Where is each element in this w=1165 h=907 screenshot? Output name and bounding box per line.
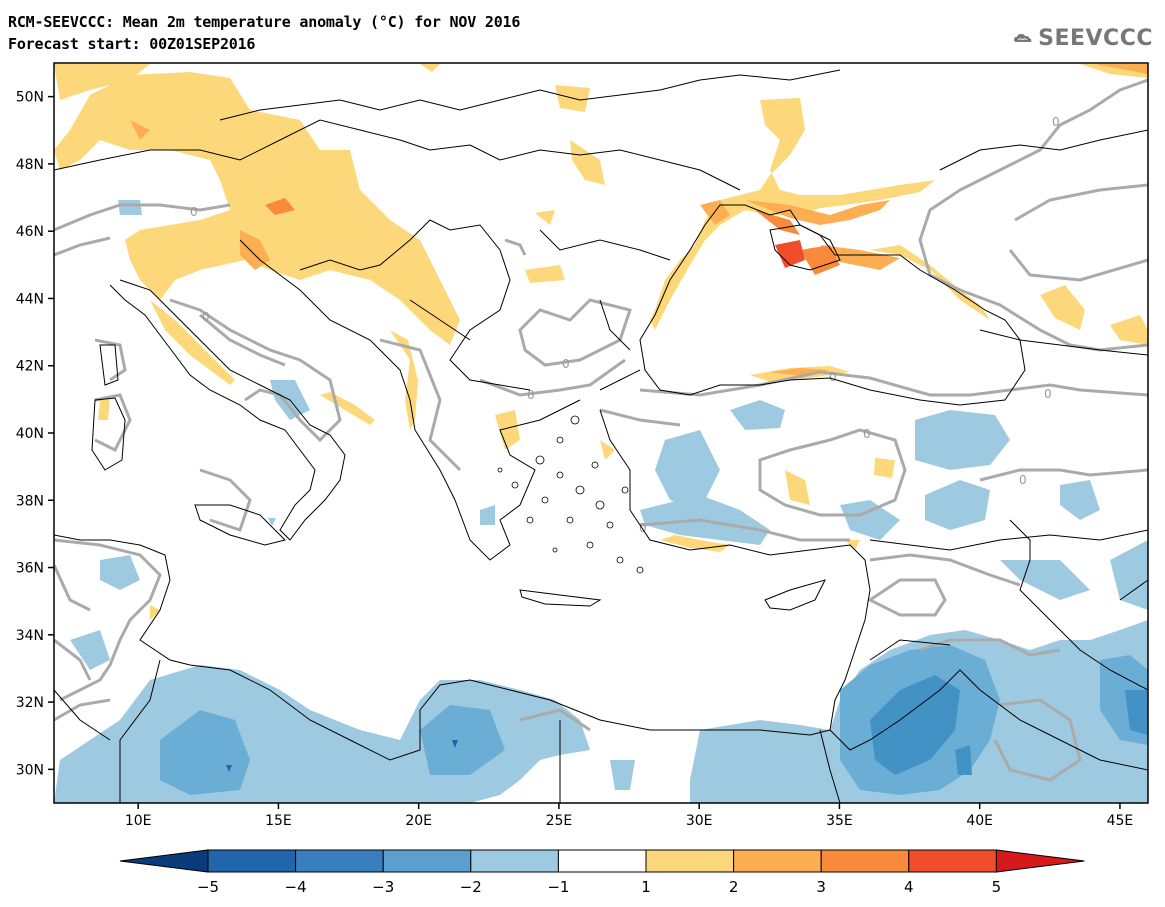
cool-anomaly-areas-3	[870, 675, 1148, 775]
longitude-label: 35E	[826, 813, 853, 829]
cloud-icon	[1014, 33, 1032, 43]
latitude-label: 38N	[16, 493, 44, 509]
colorbar-segment	[908, 849, 997, 873]
contour-label: 0	[562, 357, 570, 371]
colorbar-tick-label: −1	[547, 878, 569, 896]
cool-anomaly-core	[226, 740, 458, 772]
longitude-label: 40E	[966, 813, 993, 829]
colorbar-segment	[295, 849, 384, 873]
longitude-label: 20E	[405, 813, 432, 829]
contour-label: 0	[1019, 473, 1027, 487]
coastlines-and-borders	[54, 69, 1148, 803]
latitude-label: 50N	[16, 90, 44, 106]
contour-label: 0	[190, 205, 198, 219]
colorbar-low-extension	[119, 849, 209, 873]
latitude-label: 36N	[16, 561, 44, 577]
latitude-label: 48N	[16, 157, 44, 173]
longitude-axis: 10E 15E 20E 25E 30E 35E 40E 45E	[125, 803, 1133, 829]
longitude-label: 25E	[546, 813, 573, 829]
latitude-label: 32N	[16, 695, 44, 711]
aegean-islands	[497, 415, 644, 574]
longitude-label: 30E	[686, 813, 713, 829]
contour-label: 0	[863, 427, 871, 441]
colorbar-tick-label: −5	[197, 878, 219, 896]
seevccc-logo: SEEVCCC	[1013, 20, 1153, 56]
colorbar-high-extension	[995, 849, 1085, 873]
warm-anomaly-areas-3	[265, 198, 840, 275]
warm-anomaly-areas	[54, 64, 1148, 620]
zero-anomaly-contours	[54, 78, 1148, 782]
shaded-anomaly-layer: 0 0 0 0 0 0 0 0 0 0	[54, 64, 1148, 803]
contour-labels: 0 0 0 0 0 0 0 0 0 0	[190, 115, 1060, 535]
latitude-axis: 50N 48N 46N 44N 42N 40N 38N 36N 34N 32N 30N	[16, 90, 54, 778]
map-title: RCM-SEEVCCC: Mean 2m temperature anomaly…	[8, 13, 521, 31]
colorbar-tick-label: 4	[904, 878, 914, 896]
contour-label: 0	[639, 521, 647, 535]
logo-text: SEEVCCC	[1038, 25, 1153, 51]
contour-label: 0	[1044, 387, 1052, 401]
colorbar-segment	[557, 849, 647, 873]
colorbar-tick-label: −3	[372, 878, 394, 896]
colorbar-tick-label: 1	[641, 878, 651, 896]
latitude-label: 44N	[16, 291, 44, 307]
longitude-label: 15E	[265, 813, 292, 829]
colorbar-segment	[470, 849, 559, 873]
colorbar-segment	[820, 849, 910, 873]
colorbar-segment	[207, 849, 297, 873]
warm-anomaly-areas-4	[775, 240, 805, 268]
forecast-start-subtitle: Forecast start: 00Z01SEP2016	[8, 35, 256, 53]
latitude-label: 30N	[16, 762, 44, 778]
colorbar-tick-label: 5	[992, 878, 1002, 896]
colorbar-tick-label: −2	[460, 878, 482, 896]
latitude-label: 34N	[16, 628, 44, 644]
colorbar-segment	[733, 849, 822, 873]
colorbar: −5 −4 −3 −2 −1 1 2 3 4 5	[119, 849, 1085, 896]
colorbar-segment	[645, 849, 735, 873]
colorbar-tick-label: −4	[285, 878, 307, 896]
colorbar-tick-label: 2	[729, 878, 739, 896]
colorbar-segment	[382, 849, 472, 873]
warm-anomaly-areas-2	[130, 64, 1148, 376]
latitude-label: 46N	[16, 224, 44, 240]
colorbar-tick-label: 3	[816, 878, 826, 896]
contour-label: 0	[829, 370, 837, 384]
latitude-label: 42N	[16, 359, 44, 375]
contour-label: 0	[527, 388, 535, 402]
contour-label: 0	[202, 310, 210, 324]
longitude-label: 45E	[1107, 813, 1134, 829]
contour-label: 0	[1052, 115, 1060, 129]
longitude-label: 10E	[125, 813, 152, 829]
latitude-label: 40N	[16, 426, 44, 442]
